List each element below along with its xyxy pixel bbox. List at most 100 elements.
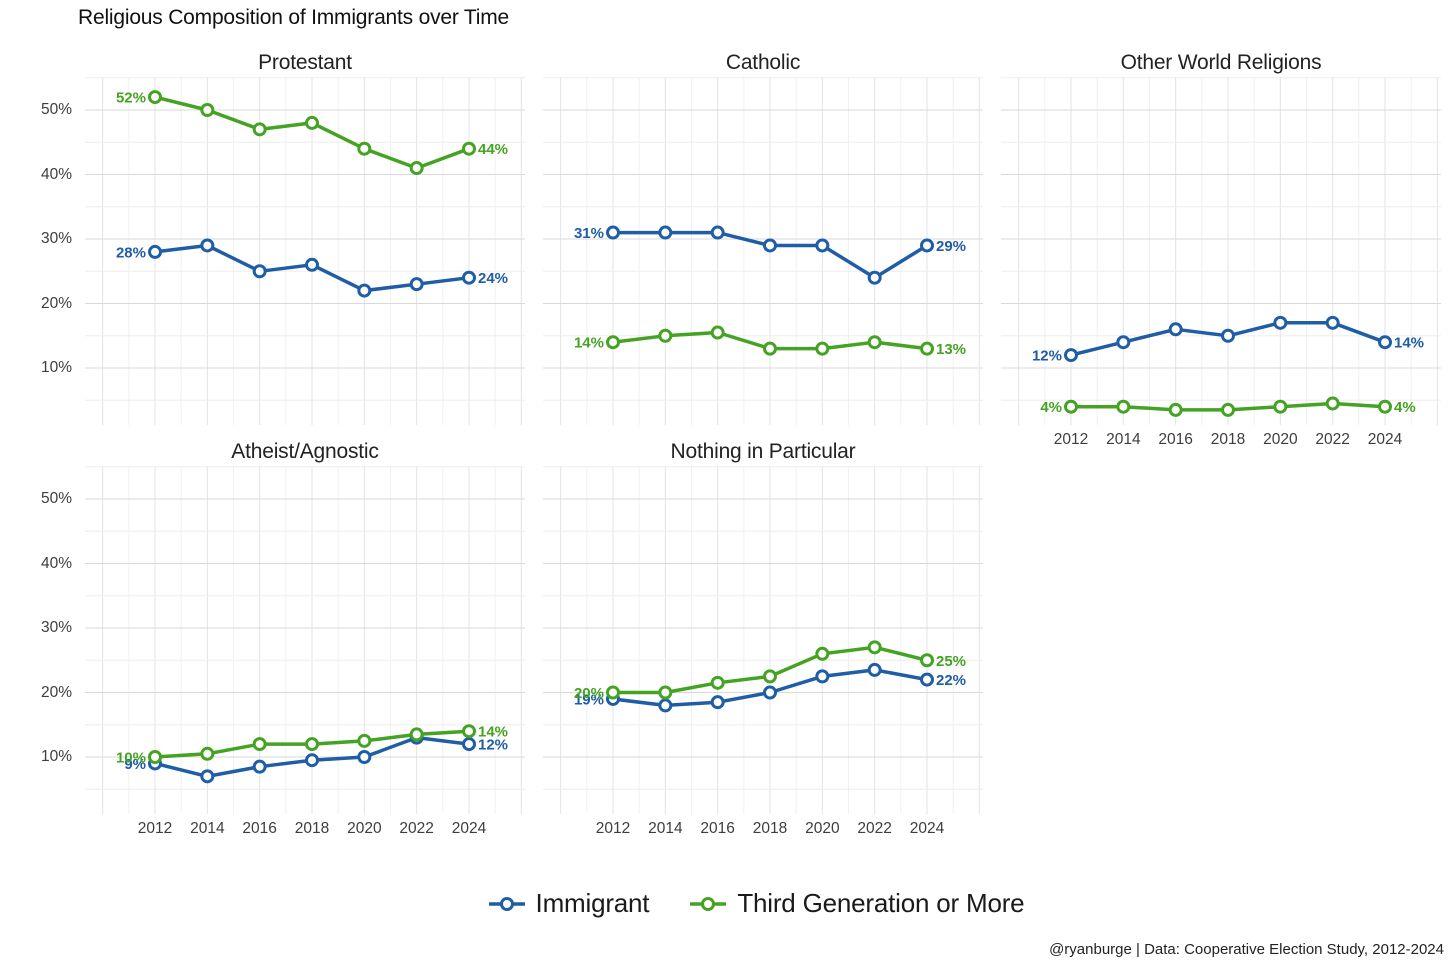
third-generation-legend-key-icon [690, 896, 727, 911]
data-point-marker [305, 257, 320, 272]
data-point-marker [763, 238, 778, 253]
y-tick-label: 50% [40, 101, 72, 118]
legend-label-immigrant: Immigrant [535, 888, 650, 918]
gridlines [543, 77, 983, 425]
data-point-marker [200, 238, 215, 253]
data-point-marker [1273, 315, 1288, 330]
x-tick-label: 2016 [700, 820, 735, 837]
data-point-marker [1064, 348, 1078, 363]
series-third-generation-or-more: 14% 13% [574, 325, 966, 358]
series-third-generation-or-more: 4% 4% [1040, 396, 1416, 417]
data-point-marker [815, 669, 830, 684]
panel-title-other-world-religions: Other World Religions [1120, 51, 1322, 74]
last-value-label: 13% [936, 341, 966, 358]
data-point-marker [710, 325, 725, 340]
series-immigrant: 31% 29% [574, 225, 966, 285]
data-point-marker [200, 769, 215, 784]
last-value-label: 14% [1394, 335, 1424, 352]
x-tick-label: 2020 [805, 820, 840, 837]
x-tick-label: 2012 [137, 820, 173, 837]
data-point-marker [606, 335, 620, 350]
first-value-label: 12% [1032, 348, 1062, 365]
series-immigrant: 12% 14% [1032, 315, 1424, 365]
y-tick-label: 30% [40, 619, 72, 636]
data-point-marker [1116, 399, 1131, 414]
x-tick-label: 2012 [595, 820, 631, 837]
data-point-marker [252, 122, 267, 137]
last-value-label: 14% [478, 724, 508, 741]
data-point-marker [200, 103, 215, 117]
data-point-marker [305, 753, 320, 768]
data-point-marker [867, 640, 882, 655]
panel-title-protestant: Protestant [258, 51, 352, 74]
first-value-label: 28% [116, 244, 146, 261]
data-point-marker [1116, 335, 1131, 350]
data-point-marker [1064, 399, 1078, 414]
series-third-generation-or-more: 52% 44% [116, 90, 508, 176]
x-tick-label: 2022 [1315, 431, 1350, 448]
y-tick-label: 50% [40, 490, 72, 507]
data-point-marker [763, 685, 778, 700]
series-third-generation-or-more: 10% 14% [116, 724, 508, 767]
last-value-label: 25% [936, 653, 966, 670]
first-value-label: 14% [574, 335, 604, 352]
data-point-marker [148, 244, 162, 259]
data-point-marker [920, 238, 935, 253]
data-point-marker [763, 669, 778, 684]
chart-title: Religious Composition of Immigrants over… [78, 6, 509, 29]
data-point-marker [815, 341, 830, 356]
data-point-marker [815, 238, 830, 253]
first-value-label: 9% [124, 756, 146, 773]
data-point-marker [252, 759, 267, 774]
x-tick-label: 2014 [648, 820, 683, 837]
data-point-marker [462, 724, 477, 739]
series-immigrant: 19% 22% [574, 662, 966, 713]
panel-chart-protestant: 28% 24% 52% 44% [85, 77, 525, 425]
y-tick-label: 10% [40, 359, 72, 376]
data-point-marker [920, 653, 935, 668]
data-point-marker [305, 115, 320, 130]
data-point-marker [815, 646, 830, 661]
data-point-marker [409, 727, 424, 742]
gridlines [85, 466, 525, 814]
data-point-marker [710, 695, 725, 710]
panel-chart-catholic: 31% 29% 14% 13% [543, 77, 983, 425]
data-point-marker [409, 277, 424, 292]
data-point-marker [658, 225, 673, 240]
data-point-marker [1378, 335, 1393, 350]
data-point-marker [252, 264, 267, 279]
first-value-label: 31% [574, 225, 604, 242]
first-value-label: 10% [116, 750, 146, 767]
data-point-marker [658, 685, 673, 700]
panel-chart-nothing-in-particular: 19% 22% 20% 25% [543, 466, 983, 814]
data-point-marker [1221, 402, 1236, 417]
series-immigrant: 28% 24% [116, 238, 508, 298]
y-tick-label: 30% [40, 230, 72, 247]
data-point-marker [920, 672, 935, 687]
data-point-marker [409, 161, 424, 176]
series-immigrant: 9% 12% [124, 730, 508, 784]
first-value-label: 20% [574, 685, 604, 702]
data-point-marker [920, 341, 935, 356]
y-tick-label: 40% [40, 554, 72, 572]
x-tick-label: 2022 [857, 820, 892, 837]
x-tick-label: 2024 [1367, 431, 1403, 448]
data-point-marker [1325, 315, 1340, 330]
data-point-marker [763, 341, 778, 356]
panel-title-atheist-agnostic: Atheist/Agnostic [231, 440, 379, 463]
panel-chart-other-world-religions: 12% 14% 4% 4% [1001, 77, 1441, 425]
x-tick-label: 2018 [294, 820, 330, 837]
panel-title-nothing-in-particular: Nothing in Particular [670, 440, 856, 463]
x-tick-label: 2016 [1158, 431, 1193, 448]
panel-title-catholic: Catholic [725, 51, 801, 74]
data-point-marker [148, 750, 162, 764]
y-tick-label: 20% [40, 294, 72, 312]
data-point-marker [462, 141, 477, 156]
data-point-marker [357, 750, 372, 764]
data-point-marker [710, 225, 725, 240]
data-point-marker [357, 733, 372, 748]
x-tick-label: 2014 [1106, 431, 1141, 448]
x-tick-label: 2024 [451, 820, 487, 837]
first-value-label: 19% [574, 691, 604, 708]
